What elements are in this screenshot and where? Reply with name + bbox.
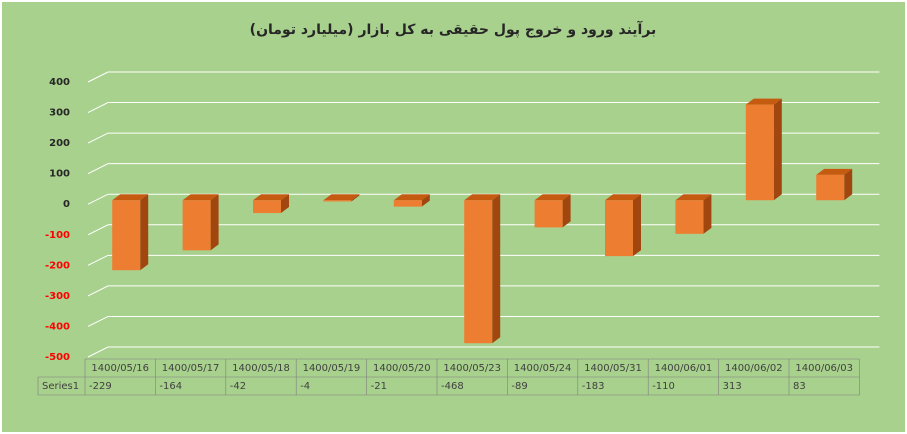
grid-line	[87, 102, 880, 114]
bar	[112, 200, 141, 271]
y-tick-label: 100	[49, 169, 70, 180]
y-tick-label: -300	[45, 291, 70, 302]
data-table-value: -42	[230, 381, 246, 392]
bar-side	[562, 194, 571, 228]
data-table-value: -164	[159, 381, 182, 392]
y-tick-label: -100	[45, 230, 70, 241]
bar-top	[323, 194, 360, 201]
bar-side	[844, 168, 853, 201]
data-table-value: -468	[441, 381, 464, 392]
grid-line	[87, 346, 880, 358]
bar	[182, 200, 211, 251]
legend-label: Series1	[42, 381, 79, 392]
y-tick-label: 400	[49, 77, 70, 88]
bar-top	[534, 194, 571, 201]
bar-top	[816, 168, 853, 175]
data-table-value: -89	[511, 381, 527, 392]
bar-top	[182, 194, 219, 201]
y-tick-label: 200	[49, 138, 70, 149]
bar-side	[140, 194, 149, 271]
bar	[253, 200, 281, 214]
x-tick-label: 1400/05/17	[162, 363, 220, 374]
y-tick-label: 0	[63, 199, 70, 210]
data-table-value: -229	[89, 381, 112, 392]
bar	[393, 200, 422, 207]
bar	[323, 200, 352, 202]
bar	[534, 200, 563, 228]
x-tick-label: 1400/05/18	[232, 363, 290, 374]
bar	[605, 200, 633, 257]
x-tick-label: 1400/06/02	[725, 363, 783, 374]
grid-line	[87, 285, 880, 297]
data-table-value: -183	[582, 381, 605, 392]
data-table-value: -4	[300, 381, 310, 392]
bar-side	[210, 194, 219, 251]
data-table-value: -21	[371, 381, 387, 392]
bar	[675, 200, 704, 234]
grid-line	[87, 71, 880, 83]
bar-top	[605, 194, 641, 201]
bar-top	[675, 194, 712, 201]
x-tick-label: 1400/05/31	[584, 363, 642, 374]
bar-side	[281, 194, 289, 214]
bar-top	[464, 194, 501, 201]
grid-line	[87, 315, 880, 327]
data-table-value: -110	[652, 381, 675, 392]
x-tick-label: 1400/06/03	[795, 363, 853, 374]
data-table-value: 83	[793, 381, 806, 392]
y-tick-label: -200	[45, 260, 70, 271]
data-table-value: 313	[723, 381, 742, 392]
bar-side	[492, 194, 501, 344]
bar	[816, 174, 845, 201]
grid-line	[87, 132, 880, 144]
x-tick-label: 1400/05/20	[373, 363, 431, 374]
bar	[464, 200, 493, 344]
bar-top	[745, 98, 782, 105]
y-tick-label: -400	[45, 321, 70, 332]
chart-title: برآیند ورود و خروج پول حقیقی به کل بازار…	[250, 20, 657, 38]
y-tick-label: -500	[45, 352, 70, 363]
grid-line	[87, 163, 880, 175]
x-tick-label: 1400/05/19	[303, 363, 361, 374]
y-tick-label: 300	[49, 108, 70, 119]
bar-top	[253, 194, 289, 201]
x-tick-label: 1400/05/24	[514, 363, 572, 374]
x-tick-label: 1400/06/01	[655, 363, 713, 374]
bar-side	[351, 194, 360, 202]
bar-top	[393, 194, 430, 201]
bar	[745, 104, 774, 201]
x-tick-label: 1400/05/23	[443, 363, 501, 374]
x-tick-label: 1400/05/16	[91, 363, 149, 374]
bar-side	[633, 194, 641, 257]
bar-top	[112, 194, 149, 201]
bar-side	[703, 194, 712, 234]
bar-side	[773, 98, 782, 201]
bar-side	[421, 194, 430, 207]
